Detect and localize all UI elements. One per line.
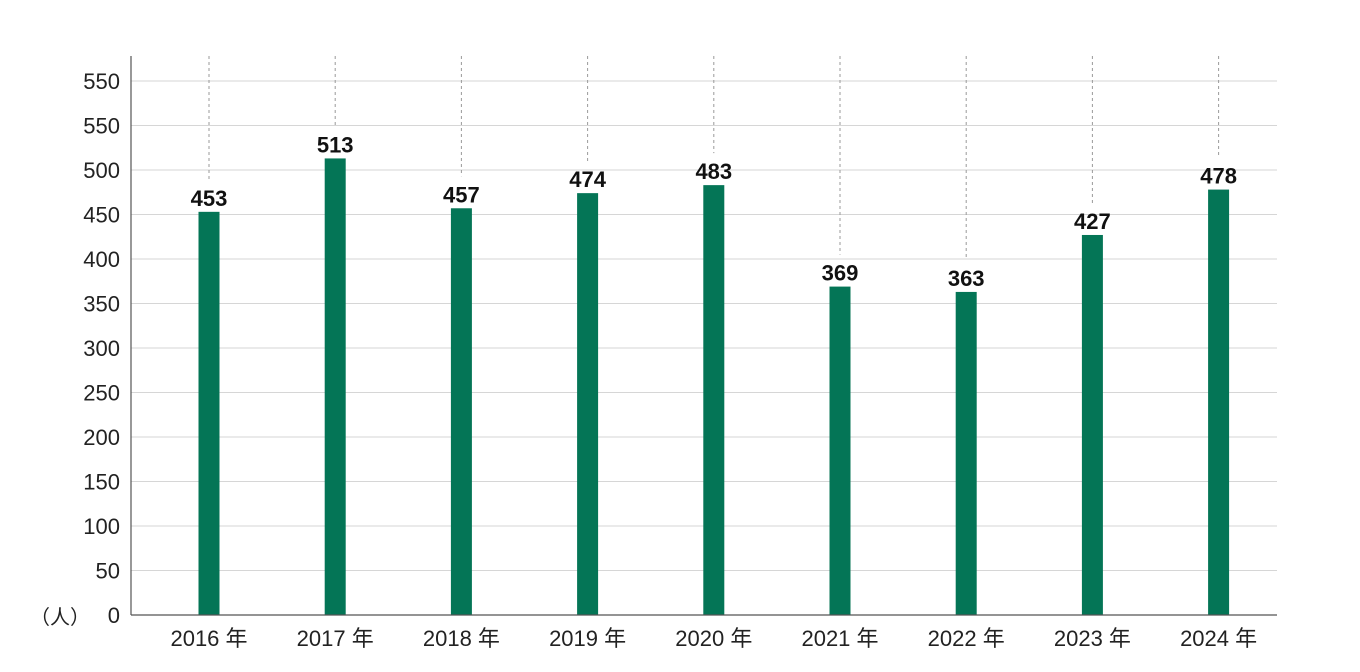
- x-tick-label: 2017 年: [297, 626, 374, 651]
- y-tick-label: 500: [83, 158, 120, 183]
- y-tick-label: 350: [83, 292, 120, 317]
- bar: [198, 211, 220, 615]
- bar-value-label: 369: [822, 261, 859, 286]
- x-tick-label: 2019 年: [549, 626, 626, 651]
- bar: [703, 185, 725, 615]
- y-tick-label: 400: [83, 247, 120, 272]
- y-tick-label: 150: [83, 470, 120, 495]
- bar-value-label: 363: [948, 266, 985, 291]
- y-tick-label: 200: [83, 425, 120, 450]
- y-tick-label: 550: [83, 69, 120, 94]
- y-tick-labels: 0 50 100 150 200 250 300 350 400 450 500 550 550: [83, 69, 120, 628]
- bar: [829, 286, 851, 615]
- x-tick-label: 2022 年: [928, 626, 1005, 651]
- y-tick-label: 50: [96, 559, 120, 584]
- bar: [1208, 189, 1230, 615]
- y-tick-label: 100: [83, 514, 120, 539]
- bar-value-label: 478: [1200, 164, 1237, 189]
- x-tick-label: 2024 年: [1180, 626, 1257, 651]
- bar: [324, 158, 346, 615]
- bar-value-label: 453: [191, 186, 228, 211]
- bar-value-label: 457: [443, 182, 480, 207]
- y-tick-label: 550: [83, 114, 120, 139]
- x-tick-label: 2016 年: [170, 626, 247, 651]
- bars: [198, 158, 1230, 615]
- y-tick-label: 300: [83, 336, 120, 361]
- x-tick-label: 2018 年: [423, 626, 500, 651]
- data-labels: 453 513 457 474 483 369 363 427 478: [191, 132, 1237, 291]
- x-tick-label: 2020 年: [675, 626, 752, 651]
- bar: [1081, 234, 1103, 615]
- bar-value-label: 483: [695, 159, 732, 184]
- bar-value-label: 513: [317, 132, 354, 157]
- bar-value-label: 427: [1074, 209, 1111, 234]
- y-axis-unit-label: （人）: [30, 606, 90, 629]
- y-tick-label: 450: [83, 203, 120, 228]
- bar: [577, 193, 599, 615]
- category-guide-lines: [208, 56, 1220, 260]
- x-tick-label: 2023 年: [1054, 626, 1131, 651]
- bar: [955, 291, 977, 615]
- bar: [450, 208, 472, 615]
- bar-value-label: 474: [569, 167, 606, 192]
- y-tick-label: 0: [108, 603, 120, 628]
- y-tick-label: 250: [83, 381, 120, 406]
- x-tick-label: 2021 年: [801, 626, 878, 651]
- x-tick-labels: 2016 年 2017 年 2018 年 2019 年 2020 年 2021 年 2022…: [170, 626, 1257, 651]
